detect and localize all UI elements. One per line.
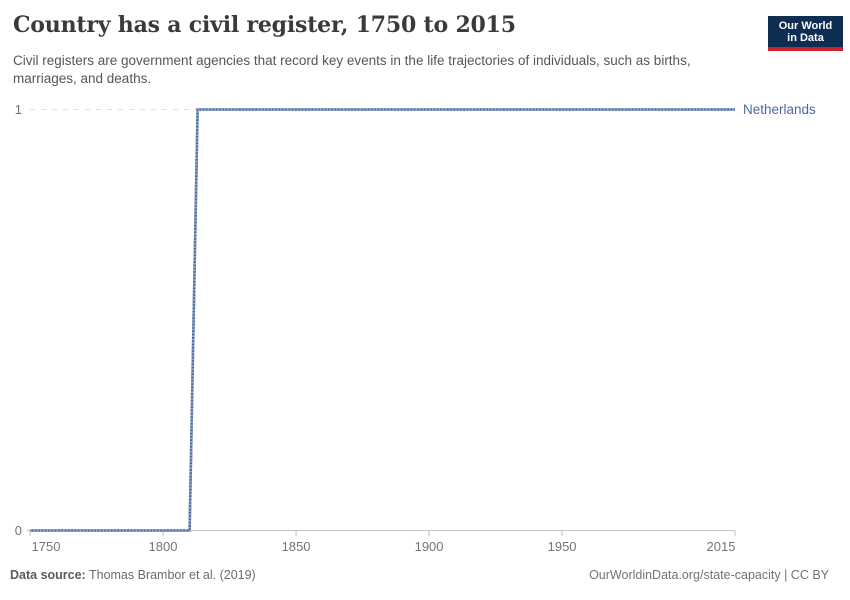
x-tick-label-1850: 1850: [282, 539, 311, 554]
owid-logo-line2: in Data: [787, 31, 824, 44]
chart-subtitle: Civil registers are government agencies …: [13, 53, 691, 86]
x-tick-label-1900: 1900: [415, 539, 444, 554]
x-tick-label-2015: 2015: [707, 539, 736, 554]
y-tick-label-1: 1: [15, 102, 22, 117]
credit-url[interactable]: OurWorldinData.org/state-capacity | CC B…: [589, 568, 829, 582]
owid-logo[interactable]: Our World in Data: [768, 16, 843, 51]
chart-footer: Data source: Thomas Brambor et al. (2019…: [0, 568, 850, 582]
series-line-texture-netherlands: [30, 108, 735, 532]
series-label-netherlands: Netherlands: [743, 102, 816, 117]
y-tick-label-0: 0: [15, 523, 22, 538]
owid-logo-box: Our World in Data: [768, 16, 843, 47]
x-tick-label-1750: 1750: [32, 539, 61, 554]
owid-logo-line1: Our World: [778, 19, 833, 32]
series-line-netherlands: [30, 108, 735, 532]
data-source-label: Data source:: [10, 568, 86, 582]
x-tick-label-1950: 1950: [548, 539, 577, 554]
data-source-value: Thomas Brambor et al. (2019): [85, 568, 256, 582]
owid-logo-stripe: [768, 47, 843, 51]
data-source: Data source: Thomas Brambor et al. (2019…: [10, 568, 256, 582]
x-tick-label-1800: 1800: [149, 539, 178, 554]
page-title: Country has a civil register, 1750 to 20…: [13, 12, 516, 38]
